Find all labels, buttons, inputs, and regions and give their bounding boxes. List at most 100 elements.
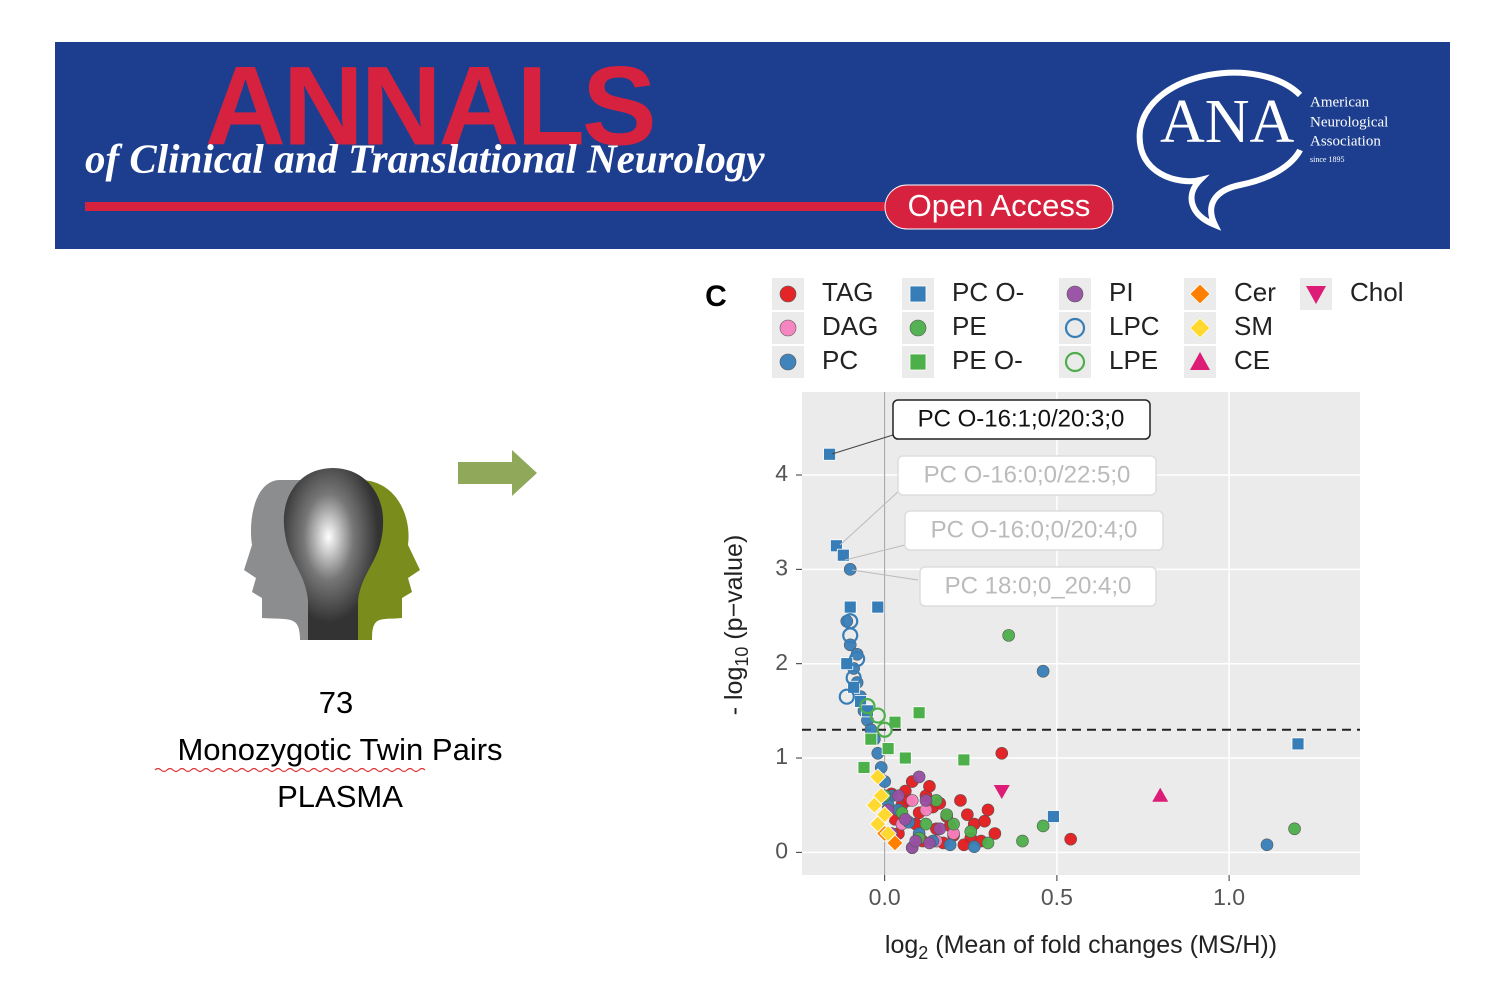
annotation: PC O-16:1;0/20:3;0	[918, 405, 1125, 432]
point	[940, 808, 953, 821]
logo-text: ANA	[1160, 88, 1295, 156]
point	[923, 780, 936, 793]
legend: TAG DAG PC PC O- PE PE O- PI LPC LPE Cer SM CE Chol	[772, 277, 1403, 378]
point	[836, 548, 850, 562]
volcano-plot: C 0.0 0.5 1.0 0 1 2 3 4 PC O-16:1;0/20:3;0 PC O…	[705, 277, 1403, 963]
y-tick-label: 1	[775, 743, 788, 769]
x-tick-label: 0.5	[1041, 884, 1073, 910]
point	[919, 794, 933, 807]
point	[859, 698, 876, 715]
x-tick-label: 1.0	[1213, 884, 1245, 910]
spellcheck-underline	[154, 767, 426, 773]
point	[1036, 664, 1050, 678]
point	[933, 822, 947, 836]
annotation-box	[892, 399, 1151, 440]
y-tick-label: 3	[775, 554, 788, 580]
y-label-sub: 10	[732, 647, 752, 667]
point	[871, 600, 885, 614]
point	[899, 813, 912, 826]
y-label-rest: (p−value)	[720, 535, 748, 647]
point	[838, 688, 855, 705]
point	[1016, 834, 1029, 848]
point	[1260, 838, 1274, 852]
point	[842, 613, 859, 630]
point	[909, 285, 927, 303]
legend-label: PI	[1109, 277, 1134, 307]
point	[898, 751, 912, 765]
legend-label: DAG	[822, 311, 878, 341]
legend-label: PE O-	[952, 345, 1023, 375]
point	[1152, 787, 1169, 802]
annotation-box	[904, 510, 1164, 551]
point	[1064, 832, 1077, 846]
x-axis-label: log2 (Mean of fold changes (MS/H))	[885, 931, 1277, 963]
point	[912, 706, 926, 720]
legend-label: LPE	[1109, 345, 1158, 375]
point	[879, 824, 897, 843]
bulb	[283, 468, 384, 640]
legend-key-bg	[1059, 312, 1091, 344]
annotation: PC 18:0;0_20:4;0	[945, 572, 1132, 599]
twins-graphic: 73 Monozygotic Twin Pairs PLASMA	[154, 450, 537, 814]
y-tick-label: 4	[775, 460, 788, 486]
leader-line	[839, 489, 901, 546]
point	[1291, 737, 1305, 751]
logo-ring	[1136, 69, 1303, 231]
annotation: PC O-16:0;0/22:5;0	[924, 461, 1131, 488]
point	[967, 840, 981, 853]
point	[964, 825, 978, 838]
y-tick-label: 2	[775, 649, 788, 675]
banner: ANNALS of Clinical and Translational Neu…	[55, 42, 1450, 249]
legend-label: Cer	[1234, 277, 1276, 307]
annotation-box	[897, 455, 1157, 496]
point	[1066, 285, 1084, 303]
point	[843, 563, 857, 576]
point	[995, 747, 1009, 760]
point	[912, 770, 926, 784]
point	[954, 794, 967, 807]
point	[849, 650, 866, 668]
point	[905, 794, 919, 807]
banner-rule	[85, 202, 885, 211]
point	[892, 789, 905, 803]
point	[1190, 352, 1210, 370]
panel-label: C	[705, 280, 727, 313]
annotation-box	[919, 566, 1157, 607]
point	[857, 761, 871, 774]
point	[779, 285, 797, 303]
point	[1189, 317, 1211, 339]
marks	[802, 447, 1360, 854]
point	[923, 836, 936, 850]
legend-label: PC	[822, 345, 858, 375]
journal-subtitle: of Clinical and Translational Neurology	[85, 135, 765, 181]
legend-key-bg	[1059, 346, 1091, 378]
point	[845, 669, 862, 686]
open-access-pill	[884, 184, 1114, 230]
point	[981, 803, 995, 817]
point	[823, 447, 836, 461]
point	[909, 834, 922, 848]
point	[981, 836, 995, 850]
point	[961, 808, 974, 821]
point	[864, 732, 878, 746]
y-axis-label: - log10 (p−value)	[720, 535, 752, 716]
point	[947, 817, 960, 831]
org-since: since 1895	[1310, 155, 1344, 164]
point	[957, 753, 971, 767]
leader-line	[844, 544, 906, 561]
org-line: Neurological	[1310, 114, 1388, 130]
point	[876, 721, 893, 738]
twin-label: Monozygotic Twin Pairs	[177, 732, 502, 767]
org-line: American	[1310, 94, 1370, 110]
point	[943, 838, 957, 852]
point	[1064, 351, 1086, 373]
twin-count: 73	[319, 685, 353, 720]
point	[869, 707, 886, 724]
point	[988, 827, 1002, 840]
x-label-sub: 2	[918, 943, 928, 963]
legend-label: SM	[1234, 311, 1273, 341]
leader-line	[831, 434, 894, 455]
point	[909, 319, 927, 337]
x-label-rest: (Mean of fold changes (MS/H))	[928, 931, 1277, 959]
legend-label: Chol	[1350, 277, 1403, 307]
